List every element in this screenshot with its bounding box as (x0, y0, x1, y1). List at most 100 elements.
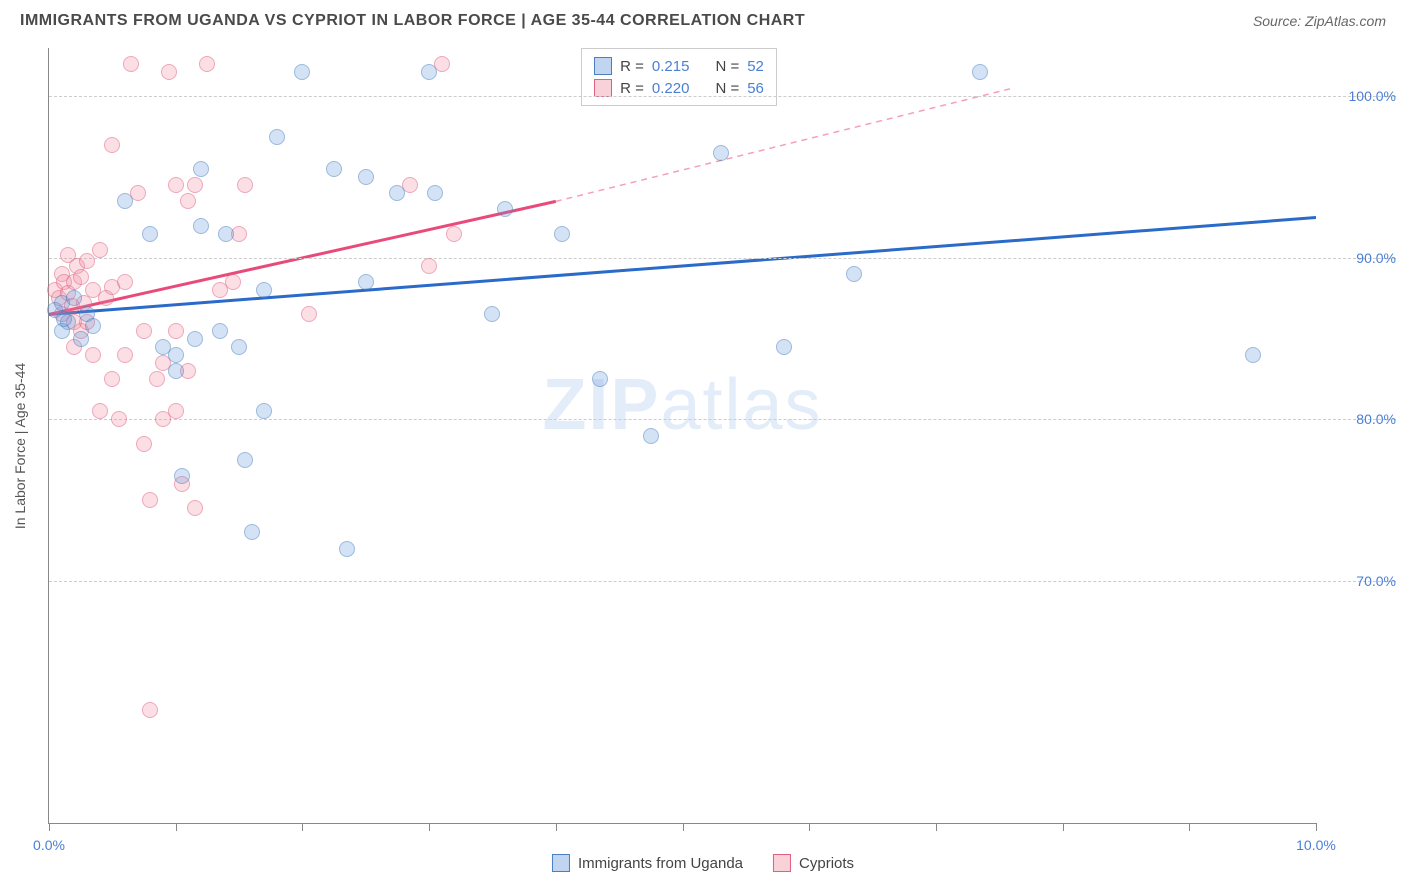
scatter-point (104, 371, 120, 387)
y-axis-label: In Labor Force | Age 35-44 (12, 363, 28, 529)
scatter-point (174, 468, 190, 484)
y-tick-label: 70.0% (1326, 573, 1396, 589)
scatter-point (73, 331, 89, 347)
header-row: IMMIGRANTS FROM UGANDA VS CYPRIOT IN LAB… (0, 0, 1406, 38)
scatter-point (237, 452, 253, 468)
scatter-point (193, 218, 209, 234)
scatter-point (168, 177, 184, 193)
r-value: 0.220 (652, 80, 690, 97)
scatter-point (554, 226, 570, 242)
n-label: N = (715, 80, 739, 97)
y-tick-label: 80.0% (1326, 411, 1396, 427)
r-value: 0.215 (652, 58, 690, 75)
scatter-point (421, 258, 437, 274)
x-tick (1063, 823, 1064, 831)
x-tick (683, 823, 684, 831)
scatter-point (497, 201, 513, 217)
x-tick (302, 823, 303, 831)
scatter-point (326, 161, 342, 177)
x-tick-label: 0.0% (33, 837, 65, 853)
scatter-point (269, 129, 285, 145)
watermark: ZIPatlas (542, 364, 822, 446)
y-tick-label: 100.0% (1326, 88, 1396, 104)
scatter-point (218, 226, 234, 242)
scatter-point (427, 185, 443, 201)
scatter-point (484, 306, 500, 322)
scatter-point (446, 226, 462, 242)
n-value: 52 (747, 58, 764, 75)
scatter-point (180, 193, 196, 209)
scatter-point (421, 64, 437, 80)
legend-label: Immigrants from Uganda (578, 855, 743, 872)
scatter-point (149, 371, 165, 387)
scatter-point (111, 411, 127, 427)
r-label: R = (620, 58, 644, 75)
n-label: N = (715, 58, 739, 75)
legend-label: Cypriots (799, 855, 854, 872)
scatter-point (212, 323, 228, 339)
source-label: Source: ZipAtlas.com (1253, 13, 1386, 29)
scatter-point (117, 347, 133, 363)
scatter-point (643, 428, 659, 444)
scatter-point (168, 403, 184, 419)
scatter-point (136, 323, 152, 339)
scatter-point (168, 363, 184, 379)
scatter-point (225, 274, 241, 290)
legend-bottom: Immigrants from Uganda Cypriots (552, 854, 854, 872)
x-tick (429, 823, 430, 831)
scatter-point (231, 339, 247, 355)
chart-title: IMMIGRANTS FROM UGANDA VS CYPRIOT IN LAB… (20, 12, 805, 30)
scatter-point (389, 185, 405, 201)
scatter-point (199, 56, 215, 72)
scatter-point (187, 331, 203, 347)
scatter-point (244, 524, 260, 540)
x-tick-label: 10.0% (1296, 837, 1336, 853)
scatter-point (1245, 347, 1261, 363)
x-tick (936, 823, 937, 831)
scatter-point (168, 347, 184, 363)
swatch-pink-icon (773, 854, 791, 872)
r-label: R = (620, 80, 644, 97)
y-tick-label: 90.0% (1326, 250, 1396, 266)
scatter-point (136, 436, 152, 452)
scatter-point (339, 541, 355, 557)
scatter-point (846, 266, 862, 282)
scatter-point (358, 169, 374, 185)
scatter-point (256, 282, 272, 298)
legend-top-row-1: R = 0.215 N = 52 (594, 55, 764, 77)
scatter-point (972, 64, 988, 80)
scatter-point (73, 269, 89, 285)
scatter-point (187, 177, 203, 193)
x-tick (1316, 823, 1317, 831)
chart-area: ZIPatlas R = 0.215 N = 52 R = 0.220 N = … (48, 48, 1316, 824)
scatter-point (117, 193, 133, 209)
scatter-point (187, 500, 203, 516)
scatter-point (301, 306, 317, 322)
x-tick (1189, 823, 1190, 831)
scatter-point (142, 492, 158, 508)
scatter-point (237, 177, 253, 193)
scatter-point (142, 226, 158, 242)
scatter-point (85, 318, 101, 334)
scatter-point (193, 161, 209, 177)
scatter-point (168, 323, 184, 339)
scatter-point (117, 274, 133, 290)
grid-line (49, 96, 1396, 97)
swatch-blue-icon (594, 57, 612, 75)
x-tick (556, 823, 557, 831)
chart-container: IMMIGRANTS FROM UGANDA VS CYPRIOT IN LAB… (0, 0, 1406, 892)
scatter-point (294, 64, 310, 80)
x-tick (809, 823, 810, 831)
scatter-point (142, 702, 158, 718)
scatter-point (66, 290, 82, 306)
scatter-point (713, 145, 729, 161)
scatter-point (85, 347, 101, 363)
legend-item-cypriots: Cypriots (773, 854, 854, 872)
grid-line (49, 419, 1396, 420)
scatter-point (776, 339, 792, 355)
legend-item-uganda: Immigrants from Uganda (552, 854, 743, 872)
scatter-point (92, 242, 108, 258)
scatter-point (592, 371, 608, 387)
n-value: 56 (747, 80, 764, 97)
scatter-point (358, 274, 374, 290)
